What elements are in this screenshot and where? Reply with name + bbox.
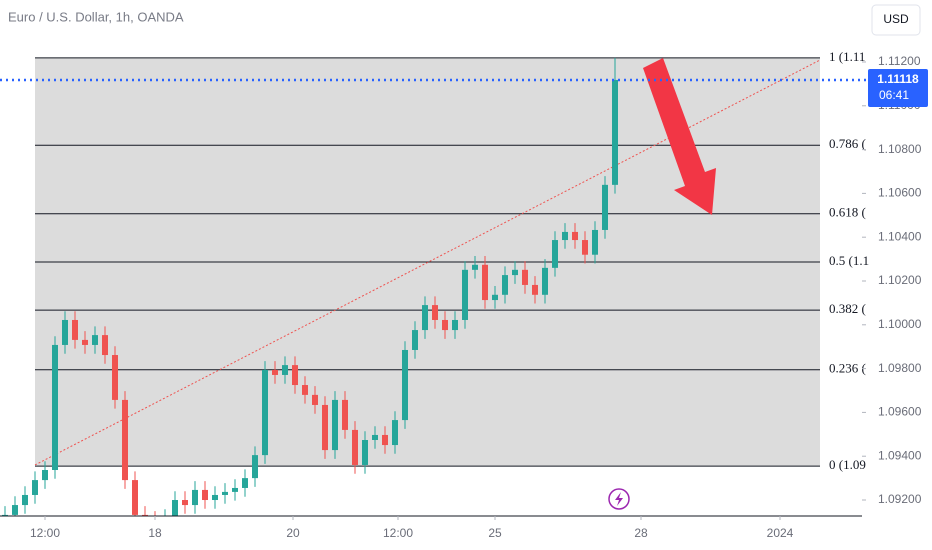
fib-label: 1 (1.11 xyxy=(829,49,865,64)
candle-body xyxy=(382,434,388,446)
candle-body xyxy=(262,369,268,456)
candle-body xyxy=(462,269,468,320)
candle-body xyxy=(602,184,608,230)
candle-body xyxy=(512,269,518,276)
candle-body xyxy=(282,365,288,375)
candle-body xyxy=(212,494,218,501)
candle-body xyxy=(252,455,258,479)
chart-title: Euro / U.S. Dollar, 1h, OANDA xyxy=(8,9,184,24)
candle-body xyxy=(582,240,588,255)
fib-label: 0.786 ( xyxy=(829,136,866,151)
y-tick-label: 1.11200 xyxy=(878,54,921,68)
candle-body xyxy=(612,79,618,185)
candle-body xyxy=(432,305,438,320)
candle-body xyxy=(352,429,358,465)
candle-body xyxy=(132,480,138,515)
x-tick-label: 12:00 xyxy=(30,526,60,540)
x-tick-label: 2024 xyxy=(767,526,794,540)
candle-body xyxy=(412,330,418,350)
y-tick-label: 1.09200 xyxy=(878,492,922,506)
candle-body xyxy=(572,231,578,241)
currency-button[interactable] xyxy=(871,4,921,36)
candle-body xyxy=(332,399,338,451)
candle-body xyxy=(82,339,88,345)
candle-body xyxy=(542,267,548,295)
candle-body xyxy=(522,269,528,285)
candle-body xyxy=(422,305,428,331)
candle-body xyxy=(442,319,448,331)
candle-body xyxy=(42,470,48,481)
candle-body xyxy=(272,369,278,375)
candle-body xyxy=(322,404,328,451)
fib-label: 0.618 ( xyxy=(829,205,866,220)
trend-line xyxy=(34,59,820,466)
candle-body xyxy=(192,489,198,506)
event-icon[interactable] xyxy=(608,488,630,510)
candle-body xyxy=(292,365,298,386)
countdown-label: 06:41 xyxy=(879,88,909,102)
candle-body xyxy=(472,264,478,270)
candle-body xyxy=(162,518,168,525)
last-price-label: 1.11118 xyxy=(877,72,919,86)
candle-body xyxy=(52,344,58,471)
candle-body xyxy=(142,514,148,516)
candle-body xyxy=(552,240,558,268)
currency-label[interactable]: USD xyxy=(883,12,909,26)
arrow xyxy=(643,58,716,215)
candle-body xyxy=(2,514,8,516)
y-tick-label: 1.10800 xyxy=(878,142,922,156)
x-tick-label: 20 xyxy=(286,526,300,540)
y-tick-label: 1.10400 xyxy=(878,229,922,243)
candle-body xyxy=(532,284,538,295)
candle-body xyxy=(342,399,348,430)
candle-body xyxy=(112,355,118,400)
x-tick-label: 18 xyxy=(148,526,162,540)
candle-body xyxy=(502,275,508,295)
candle-body xyxy=(562,231,568,241)
candle-body xyxy=(62,319,68,345)
candle-body xyxy=(102,335,108,356)
candle-body xyxy=(372,434,378,441)
fib-label: 0.5 (1.1 xyxy=(829,253,869,268)
candle-body xyxy=(312,394,318,405)
candle-body xyxy=(452,319,458,331)
candle-body xyxy=(242,478,248,488)
y-tick-label: 1.10000 xyxy=(878,317,922,331)
candle-body xyxy=(22,494,28,506)
fib-label: 0.236 ( xyxy=(829,361,866,376)
candle-body xyxy=(222,491,228,495)
candle-body xyxy=(482,264,488,301)
candle-body xyxy=(72,319,78,340)
candle-body xyxy=(12,505,18,515)
y-tick-label: 1.09400 xyxy=(878,448,922,462)
candle-body xyxy=(92,335,98,345)
candle-body xyxy=(302,385,308,395)
x-tick-label: 12:00 xyxy=(383,526,413,540)
x-tick-label: 28 xyxy=(634,526,648,540)
candle-body xyxy=(362,440,368,465)
y-tick-label: 1.10200 xyxy=(878,273,922,287)
candle-body xyxy=(172,500,178,516)
fib-label: 0 (1.09 xyxy=(829,457,866,472)
candle-body xyxy=(592,229,598,255)
y-tick-label: 1.09800 xyxy=(878,361,922,375)
x-tick-label: 25 xyxy=(488,526,502,540)
candle-body xyxy=(32,480,38,495)
candle-body xyxy=(152,520,158,525)
candle-body xyxy=(182,500,188,506)
y-tick-label: 1.10600 xyxy=(878,186,922,200)
event-bolt xyxy=(615,492,623,506)
last-price-box xyxy=(868,68,928,107)
candle-body xyxy=(202,489,208,501)
y-tick-label: 1.09600 xyxy=(878,405,922,419)
plot xyxy=(2,57,820,525)
candle-body xyxy=(232,487,238,492)
candle-body xyxy=(402,349,408,421)
fib-label: 0.382 ( xyxy=(829,301,866,316)
candle-body xyxy=(492,294,498,301)
candle-body xyxy=(392,420,398,446)
candle-body xyxy=(122,399,128,481)
